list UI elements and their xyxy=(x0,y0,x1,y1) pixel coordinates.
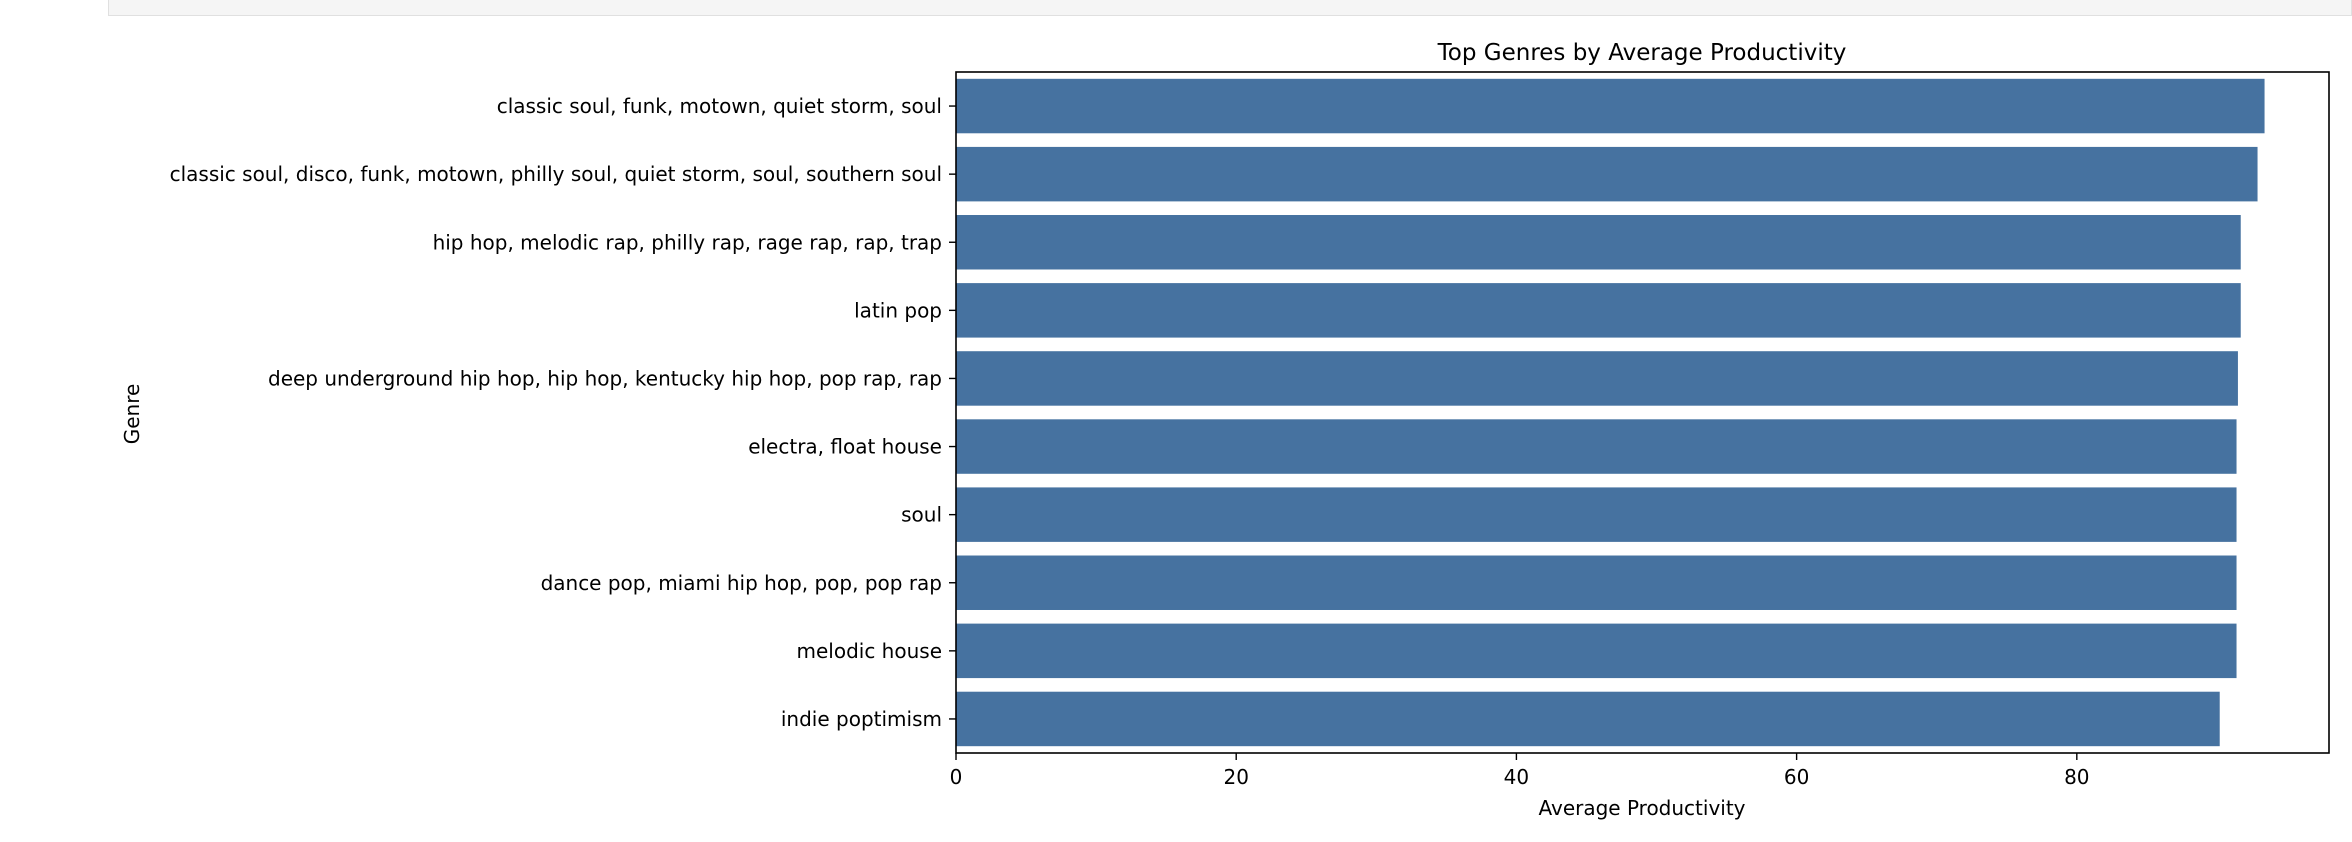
y-tick-label: classic soul, funk, motown, quiet storm,… xyxy=(497,94,942,118)
plot-frame xyxy=(955,71,2330,754)
y-tick-labels: classic soul, funk, motown, quiet storm,… xyxy=(170,94,956,731)
bar-8 xyxy=(956,555,2237,610)
x-tick-label: 40 xyxy=(1504,765,1529,789)
x-axis-label: Average Productivity xyxy=(1538,796,1745,820)
x-tick-label: 60 xyxy=(1784,765,1809,789)
x-tick-label: 80 xyxy=(2064,765,2089,789)
y-axis-label: Genre xyxy=(120,384,144,445)
bar-7 xyxy=(956,487,2237,542)
chart-title: Top Genres by Average Productivity xyxy=(1437,40,1847,66)
y-tick-label: indie poptimism xyxy=(781,707,942,731)
x-tick-label: 20 xyxy=(1223,765,1248,789)
y-tick-label: latin pop xyxy=(854,298,942,322)
bar-9 xyxy=(956,623,2237,679)
x-tick-label: 0 xyxy=(950,765,963,789)
bar-1 xyxy=(956,78,2265,134)
bar-5 xyxy=(956,351,2238,406)
y-tick-label: deep underground hip hop, hip hop, kentu… xyxy=(268,366,942,390)
bar-6 xyxy=(956,419,2237,474)
y-tick-label: dance pop, miami hip hop, pop, pop rap xyxy=(541,571,942,595)
y-tick-label: classic soul, disco, funk, motown, phill… xyxy=(170,162,942,186)
y-tick-label: soul xyxy=(901,503,942,527)
bars-layer xyxy=(956,78,2265,747)
bar-10 xyxy=(956,691,2220,747)
bar-3 xyxy=(956,215,2241,270)
y-tick-label: electra, float house xyxy=(748,435,942,459)
bar-2 xyxy=(956,146,2258,202)
y-tick-label: melodic house xyxy=(797,639,943,663)
y-tick-label: hip hop, melodic rap, philly rap, rage r… xyxy=(433,230,942,254)
bar-4 xyxy=(956,283,2241,338)
x-ticks: 0 20 40 60 80 xyxy=(950,753,2090,789)
